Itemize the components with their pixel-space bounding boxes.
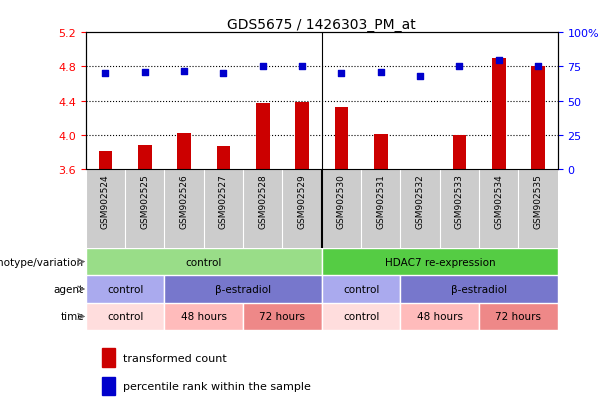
Text: GSM902531: GSM902531 <box>376 174 386 229</box>
Text: genotype/variation: genotype/variation <box>0 257 84 267</box>
Point <box>258 64 268 71</box>
Point <box>297 64 307 71</box>
Text: 48 hours: 48 hours <box>417 312 463 322</box>
Text: control: control <box>186 257 222 267</box>
Text: percentile rank within the sample: percentile rank within the sample <box>123 381 311 391</box>
Bar <box>400 303 479 330</box>
Point <box>140 69 150 76</box>
Text: transformed count: transformed count <box>123 354 226 363</box>
Text: GSM902535: GSM902535 <box>534 174 543 229</box>
Text: β-estradiol: β-estradiol <box>215 284 271 294</box>
Bar <box>322 248 558 275</box>
Text: control: control <box>343 284 379 294</box>
Point <box>376 69 386 76</box>
Text: GSM902532: GSM902532 <box>416 174 425 228</box>
Point <box>455 64 465 71</box>
Bar <box>86 275 164 303</box>
Text: GSM902529: GSM902529 <box>298 174 306 228</box>
Text: time: time <box>60 312 84 322</box>
Text: control: control <box>107 312 143 322</box>
Bar <box>86 248 322 275</box>
Text: GSM902526: GSM902526 <box>180 174 189 228</box>
Text: GSM902528: GSM902528 <box>258 174 267 228</box>
Bar <box>86 303 164 330</box>
Point <box>337 71 346 77</box>
Bar <box>164 275 322 303</box>
Bar <box>479 303 558 330</box>
Text: control: control <box>107 284 143 294</box>
Point <box>415 74 425 80</box>
Bar <box>295 102 309 170</box>
Bar <box>452 136 466 170</box>
Text: GSM902534: GSM902534 <box>494 174 503 228</box>
Text: β-estradiol: β-estradiol <box>451 284 507 294</box>
Bar <box>322 275 400 303</box>
Bar <box>102 349 115 367</box>
Text: GSM902527: GSM902527 <box>219 174 228 228</box>
Bar <box>400 275 558 303</box>
Text: GSM902533: GSM902533 <box>455 174 464 229</box>
Bar <box>492 59 506 170</box>
Text: HDAC7 re-expression: HDAC7 re-expression <box>384 257 495 267</box>
Bar <box>216 147 230 170</box>
Text: control: control <box>343 312 379 322</box>
Bar <box>256 104 270 170</box>
Point <box>179 68 189 75</box>
Bar <box>102 377 115 395</box>
Text: GSM902525: GSM902525 <box>140 174 150 228</box>
Text: GSM902530: GSM902530 <box>337 174 346 229</box>
Point <box>533 64 543 71</box>
Point <box>494 57 504 64</box>
Text: 48 hours: 48 hours <box>181 312 227 322</box>
Text: agent: agent <box>54 284 84 294</box>
Bar <box>531 67 545 170</box>
Point <box>219 71 229 77</box>
Point <box>101 71 110 77</box>
Bar <box>164 303 243 330</box>
Text: GSM902524: GSM902524 <box>101 174 110 228</box>
Text: 72 hours: 72 hours <box>495 312 541 322</box>
Bar <box>177 134 191 170</box>
Bar <box>335 107 348 170</box>
Bar <box>138 146 151 170</box>
Title: GDS5675 / 1426303_PM_at: GDS5675 / 1426303_PM_at <box>227 18 416 32</box>
Bar <box>243 303 322 330</box>
Bar <box>322 303 400 330</box>
Bar <box>99 151 112 170</box>
Bar <box>374 135 387 170</box>
Text: 72 hours: 72 hours <box>259 312 305 322</box>
